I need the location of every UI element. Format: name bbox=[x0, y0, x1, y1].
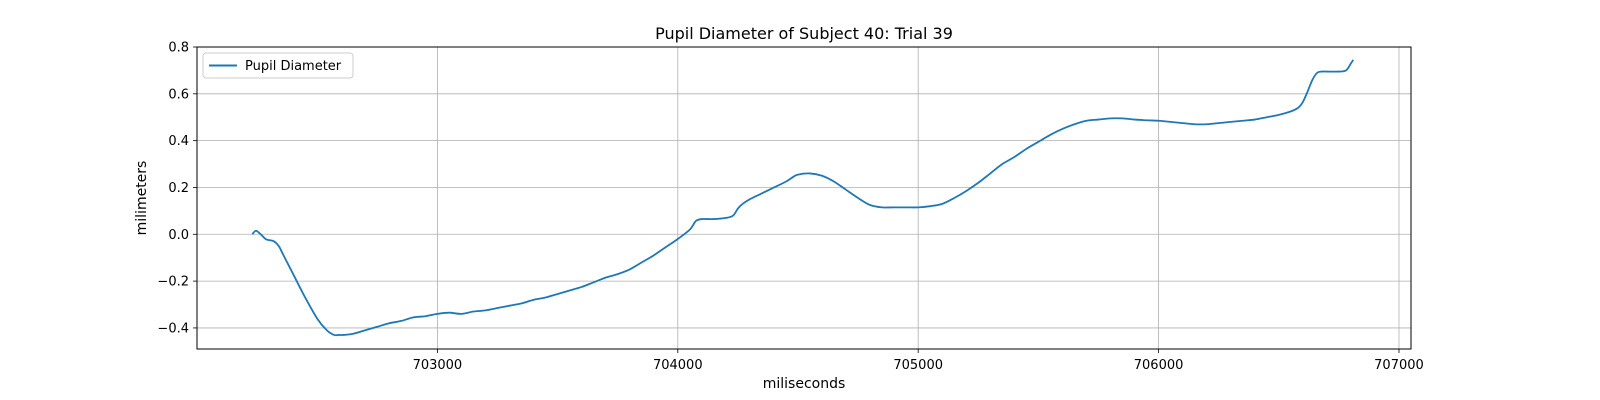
ticks: 703000 704000 705000 706000 707000 −0.4 −0.2 0.… bbox=[157, 41, 1423, 374]
y-tick-label: 0.0 bbox=[168, 228, 189, 243]
legend-label: Pupil Diameter bbox=[245, 59, 342, 74]
y-tick-label: 0.2 bbox=[168, 181, 189, 196]
x-axis-label: miliseconds bbox=[763, 376, 846, 392]
y-axis-label: milimeters bbox=[134, 161, 150, 236]
x-tick-label: 704000 bbox=[653, 358, 703, 373]
chart-title: Pupil Diameter of Subject 40: Trial 39 bbox=[655, 24, 953, 43]
series-line-pupil-diameter bbox=[251, 59, 1355, 337]
x-tick-label: 706000 bbox=[1134, 358, 1184, 373]
x-tick-label: 705000 bbox=[893, 358, 943, 373]
x-tick-label: 707000 bbox=[1374, 358, 1424, 373]
y-tick-label: −0.4 bbox=[157, 321, 189, 336]
series-layer bbox=[251, 59, 1355, 337]
x-tick-label: 703000 bbox=[413, 358, 463, 373]
y-tick-label: 0.4 bbox=[168, 134, 189, 149]
legend-box bbox=[202, 52, 354, 79]
legend: Pupil Diameter bbox=[202, 52, 354, 79]
axes-frame bbox=[196, 46, 1412, 350]
y-tick-label: −0.2 bbox=[157, 275, 189, 290]
y-tick-label: 0.8 bbox=[168, 41, 189, 56]
grid bbox=[197, 46, 1411, 349]
y-tick-label: 0.6 bbox=[168, 87, 189, 102]
